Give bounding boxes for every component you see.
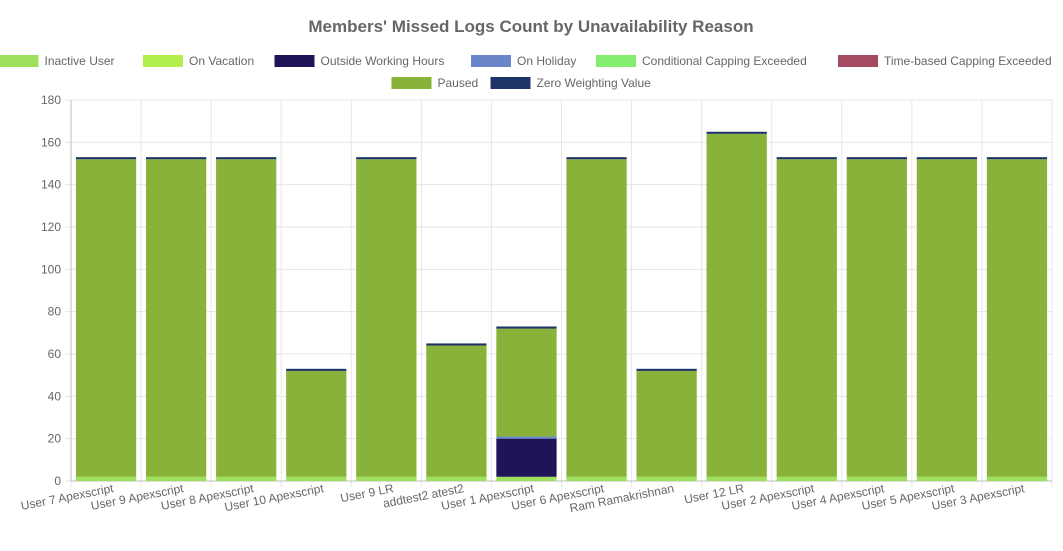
- bar-segment[interactable]: User 10 Apexscript — Paused: 50: [286, 370, 347, 477]
- legend-label: Inactive User: [45, 54, 115, 68]
- bar-segment[interactable]: User 8 Apexscript — Inactive User: 2: [216, 476, 277, 481]
- bar-segment[interactable]: User 9 Apexscript — Zero Weighting Value…: [145, 157, 207, 160]
- legend-item[interactable]: Zero Weighting Value: [490, 76, 652, 90]
- bar-segment[interactable]: User 10 Apexscript — Zero Weighting Valu…: [286, 368, 347, 371]
- y-tick-label: 120: [41, 220, 61, 234]
- legend-label: Conditional Capping Exceeded: [642, 54, 807, 68]
- bar-segment[interactable]: User 2 Apexscript — Paused: 150: [776, 159, 837, 477]
- legend-swatch: [391, 77, 432, 89]
- bar-segment[interactable]: User 8 Apexscript — Zero Weighting Value…: [216, 157, 277, 160]
- legend-label: Outside Working Hours: [321, 54, 445, 68]
- bar-segment[interactable]: User 7 Apexscript — Paused: 150: [75, 159, 137, 477]
- bar-segment[interactable]: User 9 LR — Zero Weighting Value: 1: [356, 157, 417, 160]
- bar-segment[interactable]: User 1 Apexscript — Zero Weighting Value…: [496, 326, 557, 329]
- y-tick-label: 140: [41, 178, 61, 192]
- bar-segment[interactable]: User 9 Apexscript — Paused: 150: [145, 159, 207, 477]
- bar-segment[interactable]: User 5 Apexscript — Zero Weighting Value…: [916, 157, 978, 160]
- bar-segment[interactable]: User 2 Apexscript — Inactive User: 2: [776, 476, 837, 481]
- bar-segment[interactable]: addtest2 atest2 — Paused: 62: [426, 345, 487, 477]
- legend-swatch: [274, 55, 315, 67]
- bar-segment[interactable]: User 3 Apexscript — Inactive User: 2: [986, 476, 1048, 481]
- bar-segment[interactable]: User 1 Apexscript — Inactive User: 2: [496, 476, 557, 481]
- legend-swatch: [143, 55, 183, 67]
- bar-segment[interactable]: User 7 Apexscript — Zero Weighting Value…: [75, 157, 137, 160]
- bar-segment[interactable]: User 1 Apexscript — Paused: 51: [496, 328, 557, 437]
- legend-item[interactable]: Inactive User: [0, 54, 115, 68]
- legend-item[interactable]: On Holiday: [471, 54, 576, 68]
- bar-segment[interactable]: User 9 LR — Inactive User: 2: [356, 476, 417, 481]
- bar-segment[interactable]: User 6 Apexscript — Paused: 150: [566, 159, 627, 477]
- bar-segment[interactable]: addtest2 atest2 — Inactive User: 2: [426, 476, 487, 481]
- y-tick-label: 180: [41, 93, 61, 107]
- legend-swatch: [596, 55, 636, 67]
- bar-segment[interactable]: addtest2 atest2 — Zero Weighting Value: …: [426, 343, 487, 346]
- y-tick-label: 60: [48, 347, 62, 361]
- legend-swatch: [0, 55, 39, 67]
- bar-segment[interactable]: User 12 LR — Zero Weighting Value: 1: [706, 131, 767, 134]
- bar-segment[interactable]: User 10 Apexscript — Inactive User: 2: [286, 476, 347, 481]
- y-tick-label: 160: [41, 135, 61, 149]
- bar-segment[interactable]: User 4 Apexscript — Zero Weighting Value…: [846, 157, 907, 160]
- bar-segment[interactable]: User 3 Apexscript — Zero Weighting Value…: [986, 157, 1048, 160]
- y-tick-label: 40: [48, 389, 62, 403]
- bars: User 7 Apexscript — Inactive User: 2User…: [75, 131, 1048, 481]
- bar-segment[interactable]: User 1 Apexscript — Outside Working Hour…: [496, 438, 557, 477]
- bar-segment[interactable]: User 5 Apexscript — Inactive User: 2: [916, 476, 978, 481]
- y-tick-label: 0: [54, 474, 61, 488]
- legend-swatch: [490, 77, 531, 89]
- legend-label: On Holiday: [517, 54, 576, 68]
- legend-label: On Vacation: [189, 54, 254, 68]
- y-tick-label: 20: [48, 432, 62, 446]
- chart-title: Members' Missed Logs Count by Unavailabi…: [308, 17, 753, 36]
- bar-segment[interactable]: Ram Ramakrishnan — Paused: 50: [636, 370, 697, 477]
- legend-label: Zero Weighting Value: [537, 76, 652, 90]
- bar-segment[interactable]: User 6 Apexscript — Inactive User: 2: [566, 476, 627, 481]
- bar-segment[interactable]: User 8 Apexscript — Paused: 150: [216, 159, 277, 477]
- bar-segment[interactable]: User 1 Apexscript — On Holiday: 1: [496, 436, 557, 439]
- bar-segment[interactable]: User 7 Apexscript — Inactive User: 2: [75, 476, 137, 481]
- legend-swatch: [838, 55, 878, 67]
- bar-segment[interactable]: User 2 Apexscript — Zero Weighting Value…: [776, 157, 837, 160]
- legend-item[interactable]: On Vacation: [143, 54, 254, 68]
- y-tick-label: 80: [48, 305, 62, 319]
- bar-segment[interactable]: User 4 Apexscript — Inactive User: 2: [846, 476, 907, 481]
- bar-segment[interactable]: User 12 LR — Inactive User: 2: [706, 476, 767, 481]
- bar-segment[interactable]: User 6 Apexscript — Zero Weighting Value…: [566, 157, 627, 160]
- bar-segment[interactable]: User 4 Apexscript — Paused: 150: [846, 159, 907, 477]
- legend-item[interactable]: Outside Working Hours: [274, 54, 445, 68]
- bar-segment[interactable]: Ram Ramakrishnan — Zero Weighting Value:…: [636, 368, 697, 371]
- legend-label: Paused: [438, 76, 479, 90]
- y-tick-label: 100: [41, 262, 61, 276]
- legend-label: Time-based Capping Exceeded: [884, 54, 1052, 68]
- legend: Inactive User On Vacation Outside Working …: [0, 54, 1052, 90]
- legend-item[interactable]: Conditional Capping Exceeded: [596, 54, 807, 68]
- legend-item[interactable]: Paused: [391, 76, 479, 90]
- bar-segment[interactable]: User 9 LR — Paused: 150: [356, 159, 417, 477]
- bar-segment[interactable]: User 3 Apexscript — Paused: 150: [986, 159, 1048, 477]
- bar-segment[interactable]: User 9 Apexscript — Inactive User: 2: [145, 476, 207, 481]
- bar-segment[interactable]: Ram Ramakrishnan — Inactive User: 2: [636, 476, 697, 481]
- legend-swatch: [471, 55, 511, 67]
- bar-segment[interactable]: User 5 Apexscript — Paused: 150: [916, 159, 978, 477]
- bar-segment[interactable]: User 12 LR — Paused: 162: [706, 133, 767, 477]
- legend-item[interactable]: Time-based Capping Exceeded: [838, 54, 1052, 68]
